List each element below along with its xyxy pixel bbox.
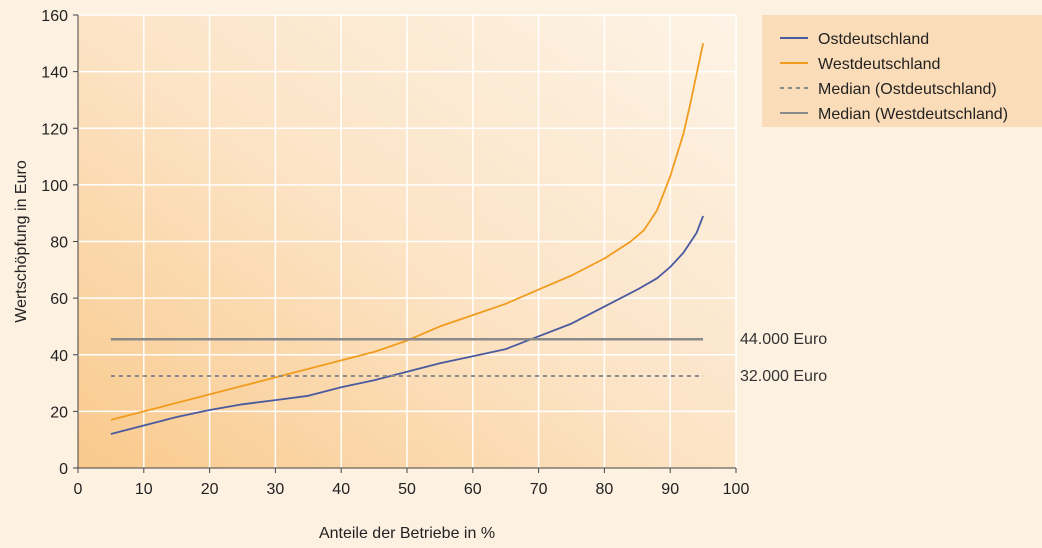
annotations: 44.000 Euro 32.000 Euro <box>740 331 827 385</box>
y-tick-label: 120 <box>41 121 68 138</box>
legend: Ostdeutschland Westdeutschland Median (Ost… <box>762 15 1042 127</box>
series-line <box>110 43 704 421</box>
y-tick-label: 60 <box>50 291 68 308</box>
tick-labels: 0 10 20 30 40 50 60 70 80 90 100 0 20 40 60 80 100 120 140… <box>41 8 749 498</box>
legend-label: Median (Ostdeutschland) <box>818 81 997 98</box>
series-lines <box>110 43 704 435</box>
y-tick-label: 20 <box>50 404 68 421</box>
median-annotation: 32.000 Euro <box>740 368 827 385</box>
x-tick-label: 70 <box>530 481 548 498</box>
y-tick-label: 0 <box>59 461 68 478</box>
median-annotation: 44.000 Euro <box>740 331 827 348</box>
x-tick-label: 20 <box>201 481 219 498</box>
x-tick-label: 40 <box>332 481 350 498</box>
x-tick-label: 50 <box>398 481 416 498</box>
series-line <box>110 215 704 435</box>
legend-label: Westdeutschland <box>818 56 940 73</box>
y-tick-label: 40 <box>50 348 68 365</box>
grid <box>78 14 737 468</box>
axes <box>73 14 737 473</box>
y-axis-label: Wertschöpfung in Euro <box>13 160 30 323</box>
x-tick-label: 100 <box>723 481 750 498</box>
legend-label: Median (Westdeutschland) <box>818 106 1008 123</box>
legend-label: Ostdeutschland <box>818 31 929 48</box>
x-tick-label: 0 <box>74 481 83 498</box>
x-axis-label: Anteile der Betriebe in % <box>319 525 495 542</box>
x-tick-label: 80 <box>596 481 614 498</box>
y-tick-label: 140 <box>41 65 68 82</box>
x-tick-label: 60 <box>464 481 482 498</box>
x-tick-label: 10 <box>135 481 153 498</box>
x-tick-label: 90 <box>661 481 679 498</box>
y-tick-label: 80 <box>50 235 68 252</box>
x-tick-label: 30 <box>267 481 285 498</box>
legend-box <box>762 15 1042 127</box>
y-tick-label: 100 <box>41 178 68 195</box>
y-tick-label: 160 <box>41 8 68 25</box>
